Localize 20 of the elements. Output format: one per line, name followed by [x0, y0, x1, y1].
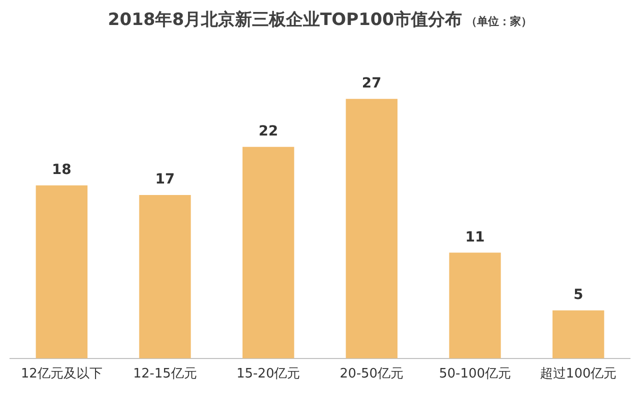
- data-label: 17: [155, 172, 175, 188]
- x-tick-label: 20-50亿元: [340, 366, 404, 382]
- bar: [449, 252, 501, 358]
- x-tick-label: 超过100亿元: [540, 366, 617, 382]
- data-label: 22: [258, 124, 278, 140]
- bar: [346, 98, 398, 358]
- bar: [552, 310, 604, 358]
- bar: [36, 185, 88, 358]
- x-tick-label: 12亿元及以下: [20, 366, 102, 382]
- data-label: 11: [465, 229, 485, 246]
- bar: [242, 146, 294, 358]
- data-label: 27: [362, 75, 382, 92]
- bar: [139, 194, 191, 358]
- data-label: 18: [52, 162, 72, 178]
- x-tick-label: 12-15亿元: [133, 366, 197, 382]
- x-tick-label: 50-100亿元: [438, 366, 512, 382]
- chart-subtitle: （单位：家）: [466, 15, 532, 28]
- chart-title: 2018年8月北京新三板企业TOP100市值分布: [108, 10, 462, 30]
- data-label: 5: [573, 286, 584, 303]
- x-tick-label: 15-20亿元: [236, 366, 300, 382]
